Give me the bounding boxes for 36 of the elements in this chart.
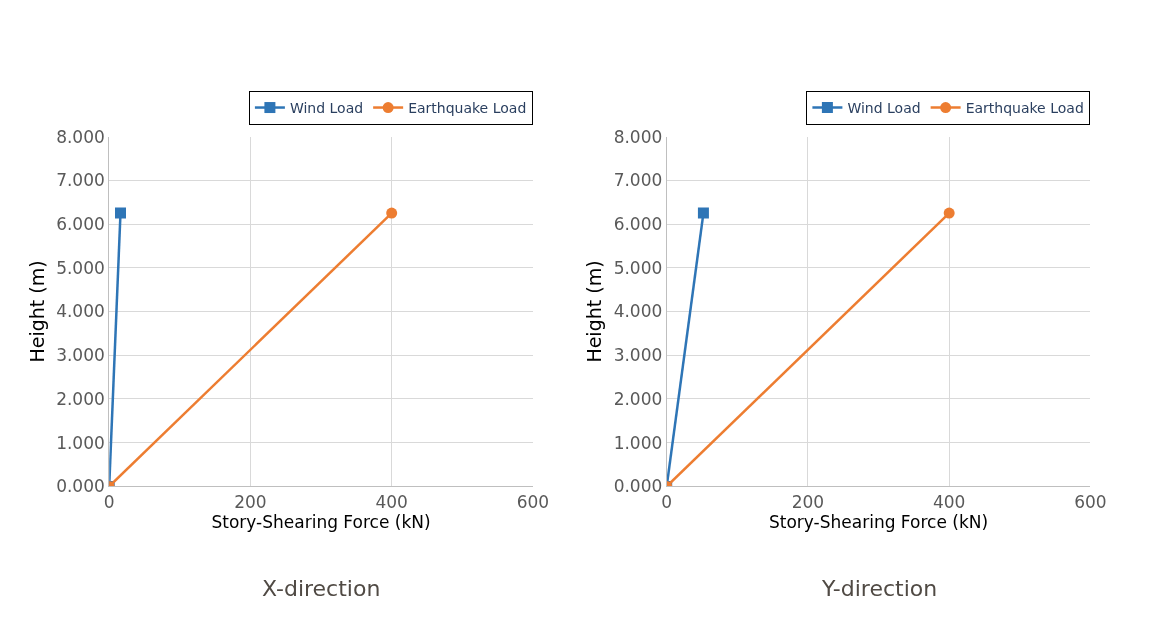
y-axis-title: Height (m): [583, 260, 606, 363]
legend-label: Wind Load: [847, 100, 921, 116]
x-tick-label: 200: [791, 491, 825, 512]
y-tick-label: 5.000: [56, 257, 105, 278]
x-tick-label: 200: [234, 491, 267, 512]
x-axis-title: Story-Shearing Force (kN): [211, 511, 431, 532]
x-axis-title: Story-Shearing Force (kN): [769, 511, 989, 532]
y-tick-label: 2.000: [56, 388, 105, 409]
y-tick-label: 5.000: [613, 257, 663, 278]
y-axis-title: Height (m): [25, 260, 48, 363]
y-tick-label: 8.000: [56, 126, 105, 147]
y-tick-label: 4.000: [613, 301, 663, 322]
y-tick-label: 4.000: [56, 301, 105, 322]
x-tick-label: 400: [375, 491, 408, 512]
y-tick-label: 6.000: [56, 214, 105, 234]
x-tick-label: 400: [932, 491, 966, 512]
y-tick-label: 0.000: [613, 476, 663, 497]
y-tick-label: 1.000: [56, 432, 105, 453]
legend-label: Wind Load: [289, 100, 364, 116]
x-tick-label: 0: [661, 491, 673, 512]
y-tick-label: 0.000: [56, 476, 105, 497]
y-tick-label: 3.000: [56, 345, 105, 366]
y-tick-label: 2.000: [613, 388, 663, 409]
x-tick-label: 600: [516, 491, 550, 512]
y-tick-label: 8.000: [613, 126, 663, 147]
text: Y-direction: [821, 576, 938, 601]
y-tick-label: 1.000: [613, 432, 663, 453]
y-tick-label: 3.000: [613, 345, 663, 366]
y-tick-label: 7.000: [613, 170, 663, 191]
y-tick-label: 7.000: [56, 170, 105, 191]
x-tick-label: 600: [1074, 491, 1107, 512]
legend-label: Earthquake Load: [965, 100, 1084, 116]
text: X-direction: [262, 576, 381, 601]
legend-label: Earthquake Load: [408, 100, 527, 116]
y-tick-label: 6.000: [613, 214, 663, 234]
x-tick-label: 0: [103, 491, 115, 512]
